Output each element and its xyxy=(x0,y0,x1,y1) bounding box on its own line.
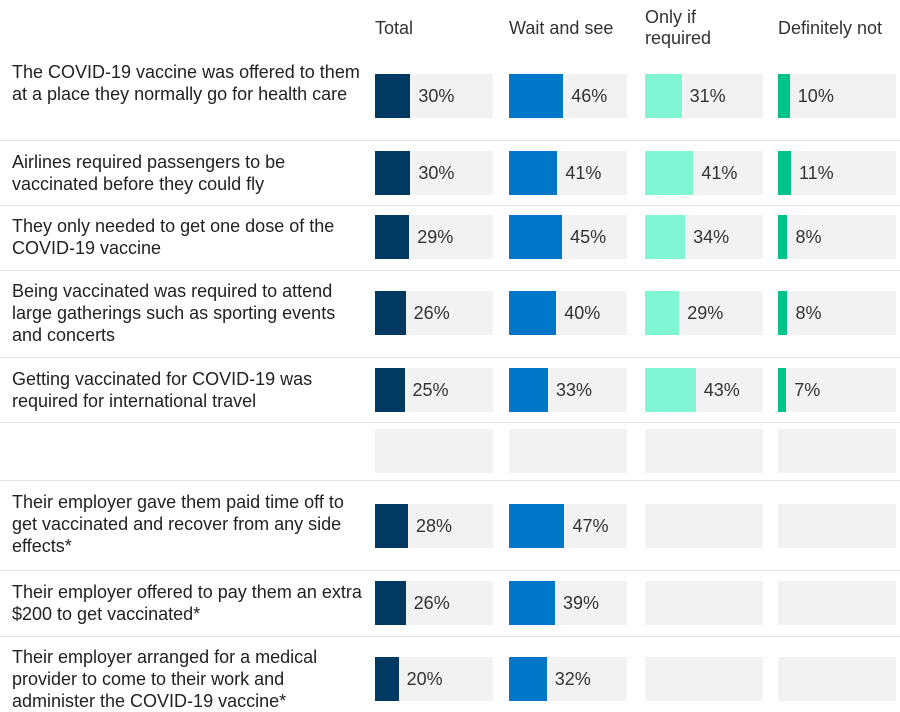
value-label: 20% xyxy=(406,669,443,689)
bar xyxy=(778,74,790,118)
bar xyxy=(375,74,411,118)
cell-background xyxy=(375,429,493,473)
value-label: 8% xyxy=(795,227,822,247)
bar xyxy=(375,657,399,701)
bar xyxy=(375,581,406,625)
cell-background xyxy=(645,581,763,625)
cell-background xyxy=(778,581,896,625)
row-label: Getting vaccinated for COVID-19 was requ… xyxy=(12,369,313,411)
value-label: 45% xyxy=(570,227,607,247)
bar xyxy=(509,151,558,195)
cell-background xyxy=(778,215,896,259)
cell-background xyxy=(645,657,763,701)
bar xyxy=(645,74,682,118)
value-label: 26% xyxy=(413,593,450,613)
cell-background xyxy=(778,74,896,118)
cell-background xyxy=(778,429,896,473)
bar xyxy=(509,74,564,118)
value-label: 29% xyxy=(417,227,454,247)
row-separator xyxy=(0,357,900,358)
bar xyxy=(375,368,405,412)
bar xyxy=(509,504,565,548)
value-label: 32% xyxy=(554,669,591,689)
column-header: Only if required xyxy=(645,7,712,48)
value-label: 11% xyxy=(798,163,834,183)
value-label: 28% xyxy=(416,516,453,536)
row-separator xyxy=(0,422,900,423)
cell-background xyxy=(645,504,763,548)
value-label: 34% xyxy=(693,227,730,247)
row-label: Their employer arranged for a medical pr… xyxy=(12,647,318,711)
cell-background xyxy=(778,657,896,701)
column-header: Total xyxy=(375,18,414,38)
bar xyxy=(645,291,680,335)
bar xyxy=(509,215,563,259)
value-label: 30% xyxy=(418,163,455,183)
bar xyxy=(509,581,556,625)
value-label: 33% xyxy=(555,380,592,400)
bar xyxy=(509,657,547,701)
column-header: Definitely not xyxy=(778,18,883,38)
row-label: The COVID-19 vaccine was offered to them… xyxy=(12,62,360,104)
row-label: Their employer gave them paid time off t… xyxy=(12,492,344,556)
value-label: 41% xyxy=(565,163,602,183)
bar xyxy=(778,151,791,195)
cell-background xyxy=(509,429,627,473)
bar xyxy=(375,504,409,548)
column-header: Wait and see xyxy=(509,18,614,38)
value-label: 29% xyxy=(687,303,724,323)
bar xyxy=(375,291,406,335)
bar xyxy=(645,368,696,412)
bar xyxy=(778,368,787,412)
row-separator xyxy=(0,270,900,271)
value-label: 8% xyxy=(795,303,822,323)
value-label: 30% xyxy=(418,86,455,106)
bar xyxy=(375,215,410,259)
value-label: 46% xyxy=(571,86,608,106)
cell-background xyxy=(778,151,896,195)
bar xyxy=(645,151,694,195)
value-label: 10% xyxy=(797,86,834,106)
row-label: Being vaccinated was required to attend … xyxy=(12,281,336,345)
value-label: 41% xyxy=(701,163,738,183)
row-separator xyxy=(0,570,900,571)
bar xyxy=(778,291,788,335)
value-label: 39% xyxy=(563,593,600,613)
cell-background xyxy=(778,291,896,335)
cell-background xyxy=(778,504,896,548)
bar xyxy=(509,291,557,335)
value-label: 7% xyxy=(794,380,821,400)
cell-background xyxy=(645,429,763,473)
bar xyxy=(645,215,686,259)
value-label: 43% xyxy=(703,380,740,400)
value-label: 25% xyxy=(412,380,449,400)
cell-background xyxy=(778,368,896,412)
bar xyxy=(375,151,411,195)
bar xyxy=(509,368,548,412)
row-label: Their employer offered to pay them an ex… xyxy=(12,582,362,624)
row-label: Airlines required passengers to be vacci… xyxy=(12,152,286,194)
row-separator xyxy=(0,636,900,637)
value-label: 26% xyxy=(413,303,450,323)
row-separator xyxy=(0,140,900,141)
bar xyxy=(778,215,788,259)
value-label: 31% xyxy=(689,86,726,106)
row-label: They only needed to get one dose of the … xyxy=(12,216,335,258)
row-separator xyxy=(0,205,900,206)
row-separator xyxy=(0,480,900,481)
value-label: 40% xyxy=(564,303,601,323)
value-label: 47% xyxy=(572,516,609,536)
